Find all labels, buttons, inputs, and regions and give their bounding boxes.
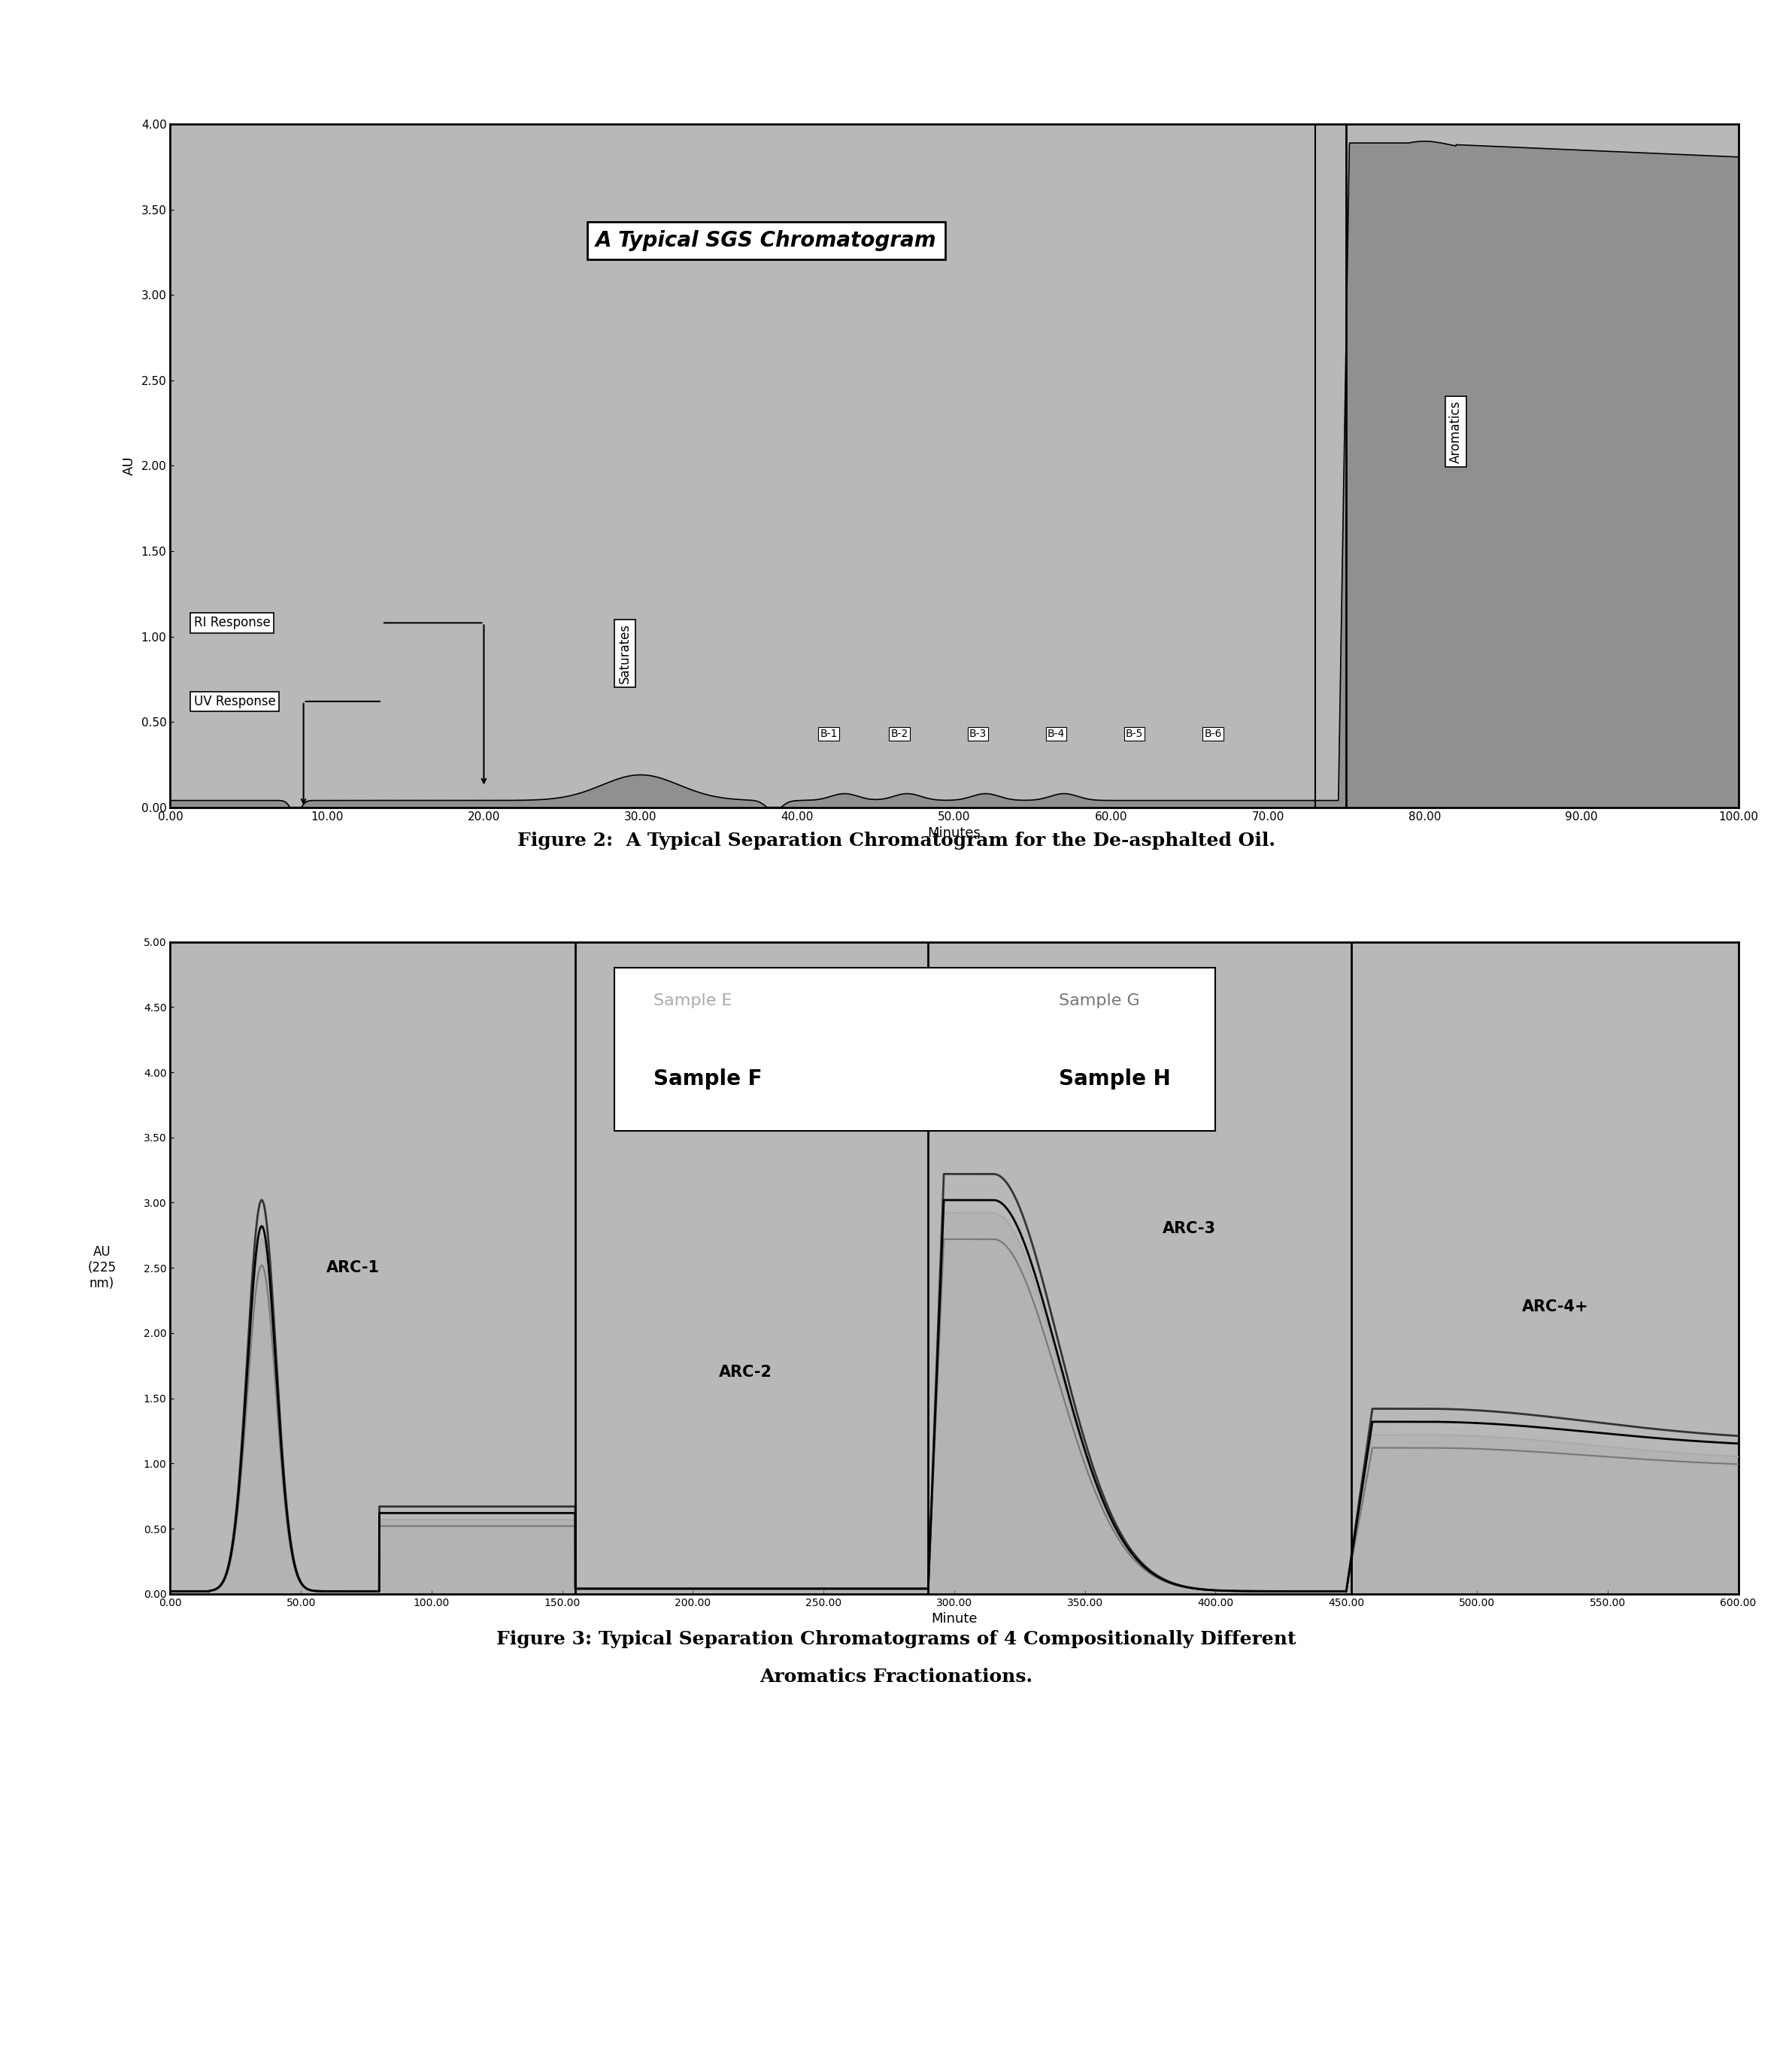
Text: Aromatics: Aromatics xyxy=(1450,400,1462,464)
Y-axis label: AU
(225
nm): AU (225 nm) xyxy=(88,1246,116,1290)
Text: B-3: B-3 xyxy=(969,729,987,739)
Text: ARC-1: ARC-1 xyxy=(326,1261,380,1275)
Text: UV Response: UV Response xyxy=(194,696,276,708)
Text: A Typical SGS Chromatogram: A Typical SGS Chromatogram xyxy=(595,230,937,250)
Text: Sample H: Sample H xyxy=(1059,1068,1170,1089)
Text: B-1: B-1 xyxy=(821,729,837,739)
Text: B-2: B-2 xyxy=(891,729,909,739)
Text: Sample G: Sample G xyxy=(1059,994,1140,1008)
Text: ARC-3: ARC-3 xyxy=(1163,1221,1217,1236)
X-axis label: Minute: Minute xyxy=(932,1613,977,1625)
Text: Sample E: Sample E xyxy=(654,994,733,1008)
Text: Sample F: Sample F xyxy=(654,1068,762,1089)
Text: ARC-2: ARC-2 xyxy=(719,1364,772,1381)
FancyBboxPatch shape xyxy=(615,969,1215,1130)
Text: B-6: B-6 xyxy=(1204,729,1222,739)
Text: Figure 3: Typical Separation Chromatograms of 4 Compositionally Different: Figure 3: Typical Separation Chromatogra… xyxy=(496,1631,1296,1648)
Text: Figure 2:  A Typical Separation Chromatogram for the De-asphalted Oil.: Figure 2: A Typical Separation Chromatog… xyxy=(518,832,1274,849)
Y-axis label: AU: AU xyxy=(122,455,136,476)
Text: Saturates: Saturates xyxy=(618,623,633,683)
Text: Aromatics Fractionations.: Aromatics Fractionations. xyxy=(760,1668,1032,1685)
Text: B-4: B-4 xyxy=(1047,729,1064,739)
Text: ARC-4+: ARC-4+ xyxy=(1521,1300,1590,1314)
X-axis label: Minutes: Minutes xyxy=(928,826,980,840)
Text: B-5: B-5 xyxy=(1125,729,1143,739)
Text: RI Response: RI Response xyxy=(194,617,271,629)
